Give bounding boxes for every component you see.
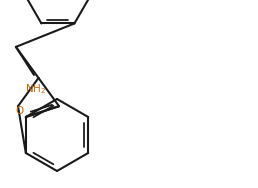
Text: NH$_2$: NH$_2$ <box>25 82 46 96</box>
Text: O: O <box>16 106 24 116</box>
